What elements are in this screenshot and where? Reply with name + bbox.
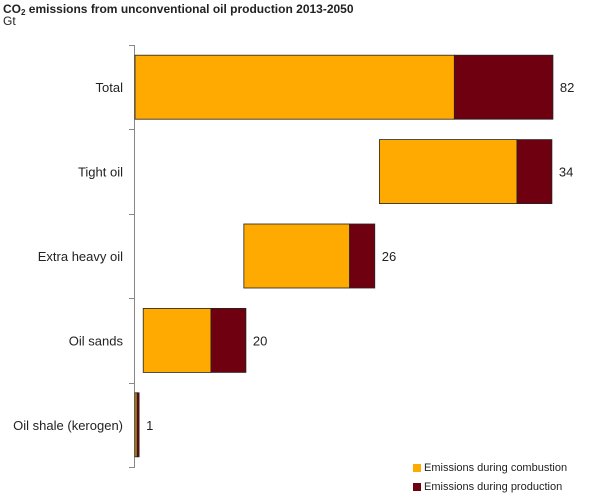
category-label: Oil sands (69, 333, 124, 348)
legend-label-production: Emissions during production (424, 480, 563, 493)
total-label: 82 (560, 80, 574, 95)
bar-combustion (243, 223, 351, 289)
total-label: 34 (559, 165, 573, 180)
bar-production (349, 223, 376, 289)
chart-title: CO2 emissions from unconventional oil pr… (3, 2, 354, 18)
legend-label-combustion: Emissions during combustion (424, 461, 568, 474)
bar-production (516, 139, 553, 205)
bar-production (210, 307, 247, 373)
category-label: Total (96, 80, 124, 95)
total-label: 20 (253, 333, 267, 348)
total-label: 26 (382, 249, 396, 264)
category-label: Tight oil (78, 165, 123, 180)
bar-combustion (134, 54, 455, 120)
total-label: 1 (146, 418, 153, 433)
legend-item-production: Emissions during production (413, 479, 567, 494)
bar-combustion (378, 139, 518, 205)
category-label: Oil shale (kerogen) (13, 418, 123, 433)
bar-production (453, 54, 554, 120)
bar-production (136, 392, 140, 458)
category-label: Extra heavy oil (38, 249, 123, 264)
legend-item-combustion: Emissions during combustion (413, 460, 567, 475)
legend-swatch-combustion (413, 463, 421, 472)
legend-swatch-production (413, 482, 421, 491)
unit-label: Gt (3, 14, 16, 28)
bar-combustion (142, 307, 212, 373)
legend: Emissions during combustion Emissions du… (413, 460, 567, 498)
